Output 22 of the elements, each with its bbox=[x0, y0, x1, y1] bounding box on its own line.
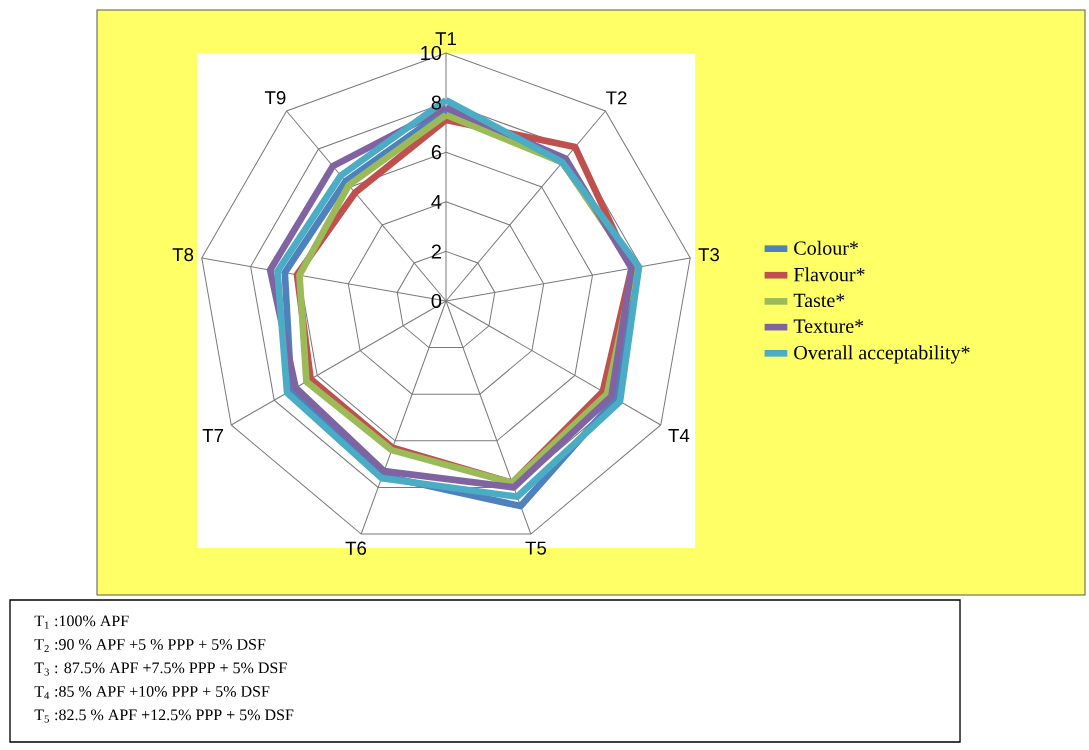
spoke-label: T7 bbox=[202, 429, 224, 442]
spoke-label: T9 bbox=[264, 91, 286, 105]
y-tick-label: 10 bbox=[421, 45, 442, 61]
y-tick-label: 2 bbox=[431, 244, 441, 259]
spoke-label: T8 bbox=[172, 248, 194, 262]
text: T$_{4}$ :85 % APF +10% PPP + 5% DSF bbox=[34, 685, 270, 700]
text: T$_{2}$ :90 % APF +5 % PPP + 5% DSF bbox=[34, 638, 266, 653]
legend-label: Overall acceptability* bbox=[794, 345, 970, 364]
spoke-label: T3 bbox=[698, 248, 720, 262]
spoke-label: T2 bbox=[606, 91, 627, 105]
text: T$_{1}$ :100% APF bbox=[34, 615, 129, 629]
spoke-label: T1 bbox=[435, 32, 456, 46]
legend-label: Taste* bbox=[793, 293, 845, 308]
spoke-label: T4 bbox=[668, 429, 690, 442]
legend-label: Texture* bbox=[793, 319, 864, 333]
legend-label: Flavour* bbox=[793, 267, 865, 282]
y-tick-label: 4 bbox=[431, 194, 442, 209]
y-tick-label: 6 bbox=[431, 145, 442, 160]
text: T$_{3}$ : 87.5% APF +7.5% PPP + 5% DSF bbox=[34, 662, 287, 676]
text: T$_{5}$ :82.5 % APF +12.5% PPP + 5% DSF bbox=[34, 709, 294, 723]
y-tick-label: 0 bbox=[431, 293, 442, 309]
legend-label: Colour* bbox=[794, 240, 858, 255]
